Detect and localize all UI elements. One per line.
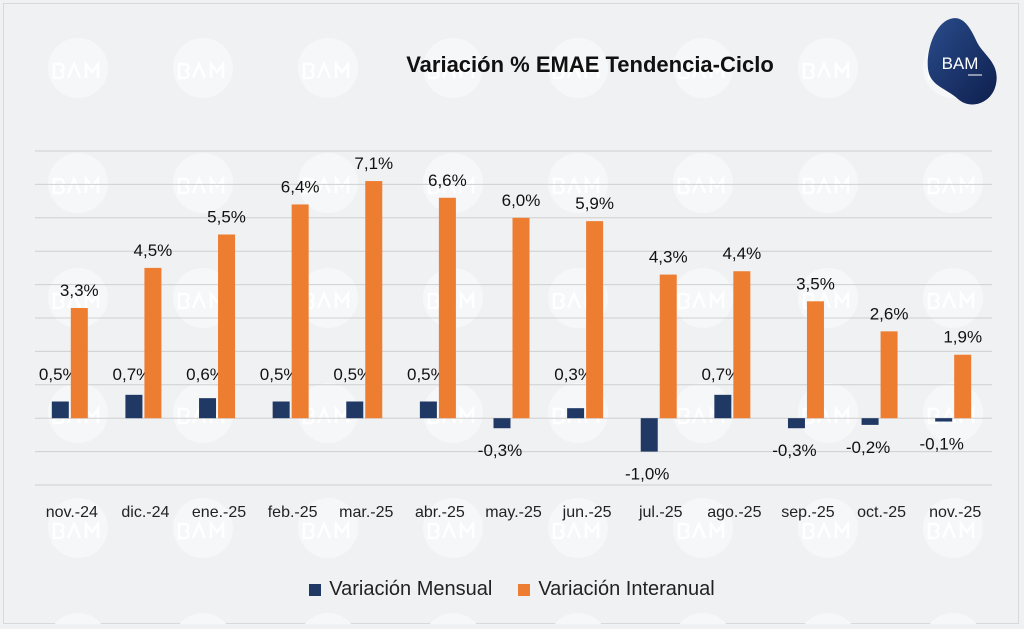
data-label-mensual: -0,2% [846, 438, 890, 457]
data-label-mensual: -1,0% [625, 465, 669, 484]
bar-interanual [954, 354, 972, 419]
bar-interanual [659, 274, 677, 419]
data-label-mensual: 0,7% [113, 365, 152, 384]
data-label-mensual: 0,5% [407, 365, 446, 384]
x-tick-label: mar.-25 [339, 504, 393, 521]
legend-item-interanual[interactable]: Variación Interanual [518, 578, 715, 601]
x-tick-label: nov.-24 [46, 504, 98, 521]
bar-interanual [880, 331, 898, 419]
data-label-mensual: 0,3% [554, 365, 593, 384]
data-label-mensual: -0,1% [919, 435, 963, 454]
data-label-interanual: 2,6% [870, 304, 909, 323]
x-tick-label: dic.-24 [121, 504, 169, 521]
data-label-interanual: 1,9% [943, 328, 982, 347]
legend-label-mensual: Variación Mensual [329, 578, 493, 600]
bar-mensual [346, 401, 364, 419]
bar-mensual [714, 394, 732, 419]
bar-mensual [567, 408, 585, 419]
data-label-interanual: 4,4% [722, 244, 761, 263]
data-label-interanual: 4,3% [649, 248, 688, 267]
bar-interanual [733, 271, 751, 419]
data-label-mensual: 0,6% [186, 365, 225, 384]
x-tick-label: feb.-25 [268, 504, 318, 521]
data-label-interanual: 6,4% [281, 177, 320, 196]
bar-mensual [861, 418, 879, 425]
bar-mensual [787, 418, 805, 429]
bar-mensual [272, 401, 290, 419]
bam-logo: BAM [927, 18, 997, 105]
data-label-mensual: 0,7% [701, 365, 740, 384]
bar-mensual [419, 401, 437, 419]
legend-swatch-interanual [518, 583, 531, 596]
x-tick-label: nov.-25 [929, 504, 981, 521]
bar-interanual [291, 204, 309, 419]
x-tick-label: sep.-25 [781, 504, 834, 521]
bar-interanual [218, 234, 236, 419]
bar-mensual [493, 418, 511, 429]
bar-mensual [51, 401, 69, 419]
bar-interanual [365, 181, 383, 419]
data-label-interanual: 6,6% [428, 171, 467, 190]
data-label-interanual: 4,5% [134, 241, 173, 260]
data-label-interanual: 5,5% [207, 208, 246, 227]
bar-interanual [438, 197, 456, 419]
bar-interanual [70, 307, 88, 419]
bar-interanual [806, 301, 824, 419]
legend-swatch-mensual [309, 583, 322, 596]
data-label-mensual: 0,5% [260, 365, 299, 384]
bar-interanual [144, 267, 162, 419]
legend-label-interanual: Variación Interanual [538, 578, 715, 600]
watermark-pattern [4, 4, 1019, 624]
bar-mensual [125, 394, 143, 419]
data-label-mensual: -0,3% [772, 441, 816, 460]
x-tick-label: may.-25 [485, 504, 542, 521]
bar-mensual [199, 398, 217, 419]
chart-title: Variación % EMAE Tendencia-Ciclo [406, 52, 774, 77]
legend-item-mensual[interactable]: Variación Mensual [309, 578, 492, 601]
bar-interanual [586, 221, 604, 419]
bar-mensual [935, 418, 953, 422]
data-label-interanual: 6,0% [502, 191, 541, 210]
data-label-mensual: -0,3% [478, 441, 522, 460]
x-tick-label: ene.-25 [192, 504, 246, 521]
data-label-interanual: 3,5% [796, 274, 835, 293]
x-tick-label: jun.-25 [562, 504, 612, 521]
data-label-interanual: 5,9% [575, 194, 614, 213]
x-tick-label: abr.-25 [415, 504, 465, 521]
data-label-interanual: 3,3% [60, 281, 99, 300]
x-tick-label: ago.-25 [707, 504, 761, 521]
data-label-mensual: 0,5% [39, 365, 78, 384]
bar-interanual [512, 217, 530, 419]
x-tick-label: oct.-25 [857, 504, 906, 521]
legend: Variación Mensual Variación Interanual [0, 578, 1024, 601]
data-label-interanual: 7,1% [354, 154, 393, 173]
data-label-mensual: 0,5% [333, 365, 372, 384]
x-tick-label: jul.-25 [638, 504, 683, 521]
logo-text: BAM [942, 54, 979, 73]
bar-mensual [640, 418, 658, 452]
